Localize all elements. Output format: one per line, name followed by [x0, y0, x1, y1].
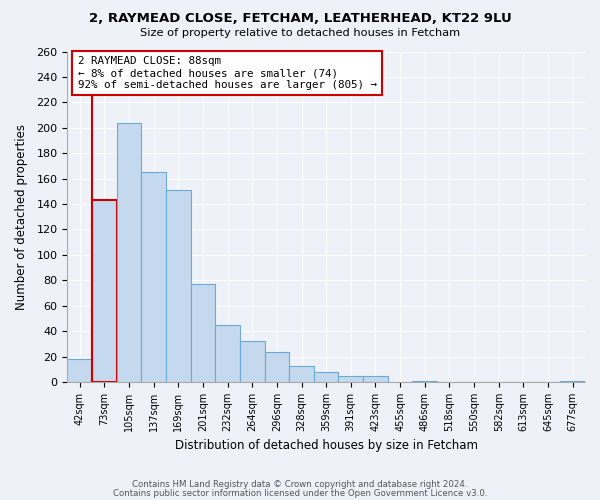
Text: 2 RAYMEAD CLOSE: 88sqm
← 8% of detached houses are smaller (74)
92% of semi-deta: 2 RAYMEAD CLOSE: 88sqm ← 8% of detached …	[77, 56, 377, 90]
Bar	[338, 376, 363, 382]
Bar	[92, 200, 116, 382]
Bar	[314, 372, 338, 382]
Bar	[116, 122, 141, 382]
Bar	[560, 381, 585, 382]
Text: Contains public sector information licensed under the Open Government Licence v3: Contains public sector information licen…	[113, 488, 487, 498]
Bar	[412, 381, 437, 382]
Bar	[240, 342, 265, 382]
Bar	[166, 190, 191, 382]
Text: Contains HM Land Registry data © Crown copyright and database right 2024.: Contains HM Land Registry data © Crown c…	[132, 480, 468, 489]
Text: Size of property relative to detached houses in Fetcham: Size of property relative to detached ho…	[140, 28, 460, 38]
Bar	[289, 366, 314, 382]
Bar	[191, 284, 215, 382]
Bar	[141, 172, 166, 382]
X-axis label: Distribution of detached houses by size in Fetcham: Distribution of detached houses by size …	[175, 440, 478, 452]
Bar	[67, 359, 92, 382]
Text: 2, RAYMEAD CLOSE, FETCHAM, LEATHERHEAD, KT22 9LU: 2, RAYMEAD CLOSE, FETCHAM, LEATHERHEAD, …	[89, 12, 511, 26]
Bar	[215, 325, 240, 382]
Bar	[363, 376, 388, 382]
Y-axis label: Number of detached properties: Number of detached properties	[15, 124, 28, 310]
Bar	[265, 352, 289, 382]
